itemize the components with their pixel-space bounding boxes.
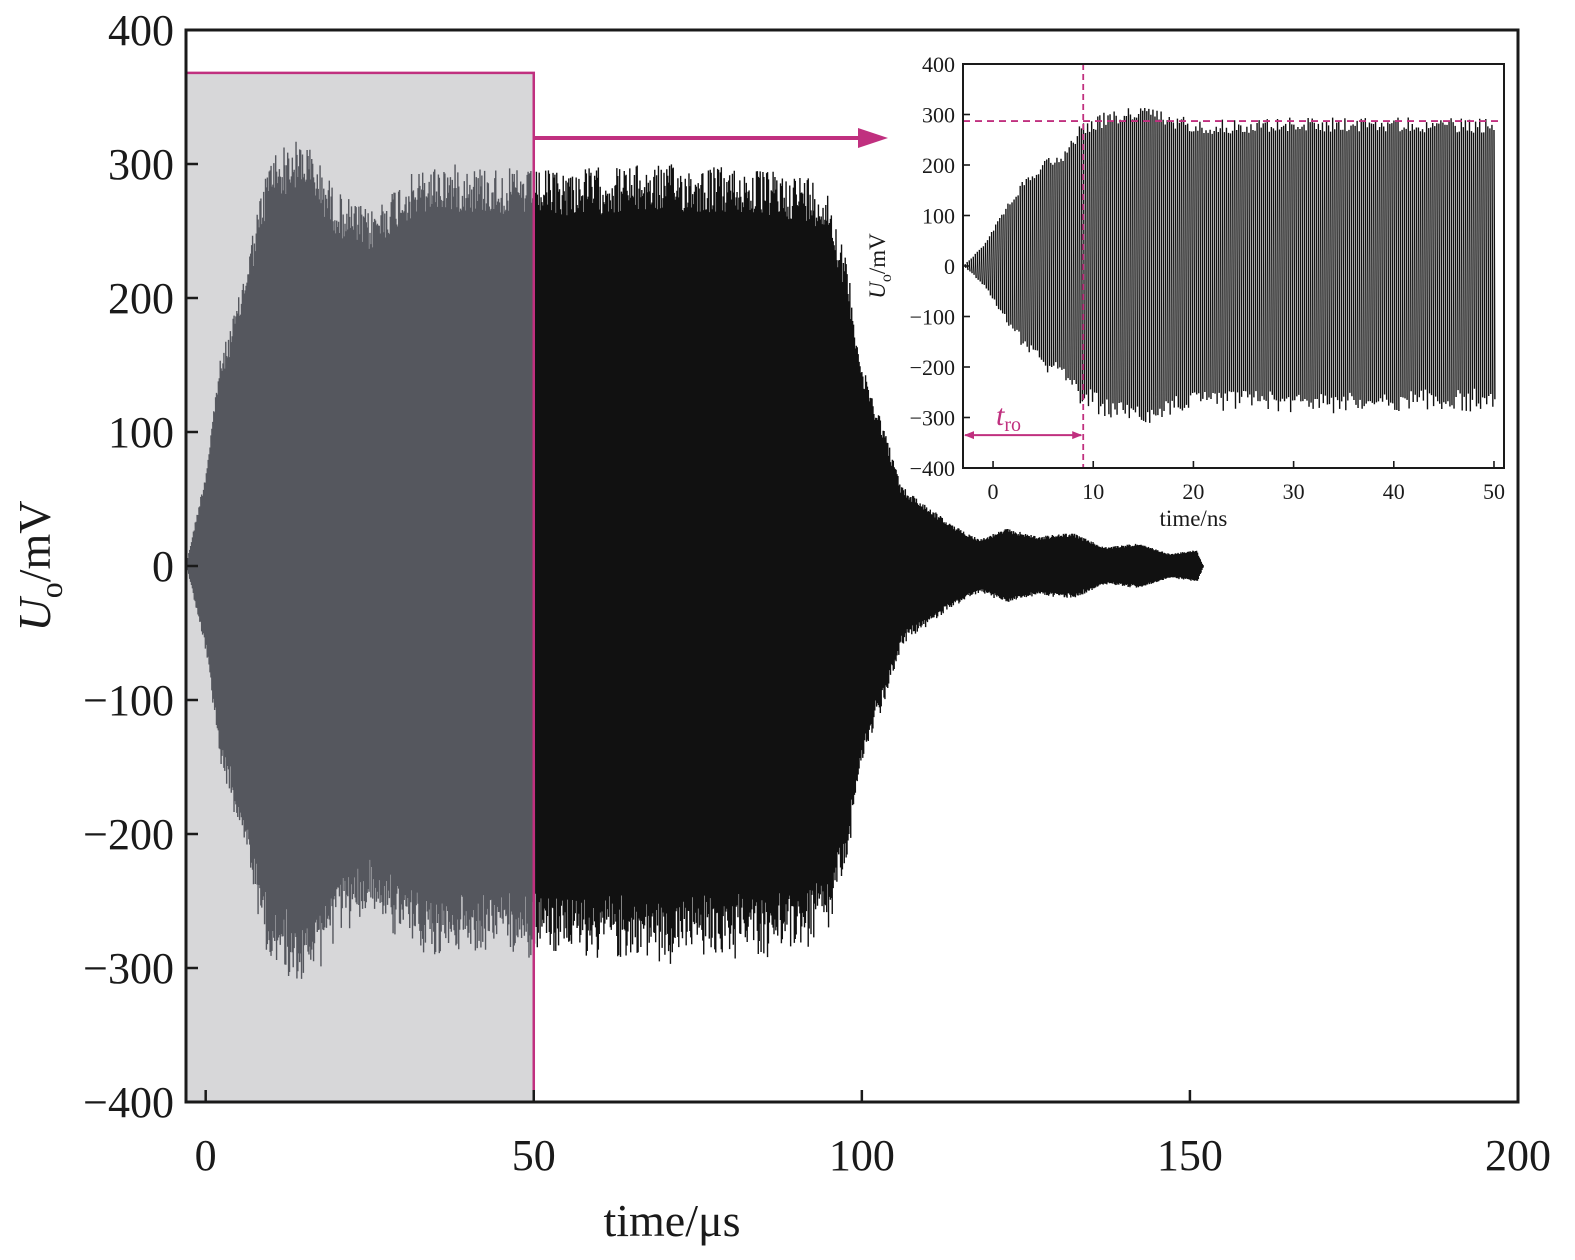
- main-plot: 0 50 100 150 200−400−300−200−100010020030040…: [9, 6, 1551, 1246]
- y-tick-label: 300: [922, 103, 955, 128]
- signal-trace: [533, 164, 1204, 964]
- x-tick-label: 200: [1485, 1131, 1551, 1180]
- x-tick-label: 30: [1283, 479, 1305, 504]
- t-ro-base: t: [996, 399, 1005, 432]
- y-tick-label: 0: [944, 254, 955, 279]
- x-tick-label: 0: [988, 479, 999, 504]
- main-y-label-base: U: [9, 596, 60, 632]
- y-tick-label: −300: [83, 944, 174, 993]
- y-tick-label: 400: [108, 6, 174, 55]
- x-tick-label: 50: [512, 1131, 556, 1180]
- y-tick-label: −100: [910, 305, 955, 330]
- inset-y-axis-label: Uo/mV: [865, 233, 895, 299]
- y-tick-label: 300: [108, 140, 174, 189]
- x-tick-label: 150: [1157, 1131, 1223, 1180]
- main-y-label-sub: o: [33, 582, 69, 598]
- y-tick-label: −400: [83, 1078, 174, 1127]
- y-tick-label: −300: [910, 406, 955, 431]
- x-tick-label: 0: [195, 1131, 217, 1180]
- y-tick-label: −200: [910, 355, 955, 380]
- y-tick-label: 200: [922, 153, 955, 178]
- inset-y-label-unit: /mV: [865, 233, 890, 274]
- y-tick-label: 100: [922, 204, 955, 229]
- y-tick-label: −100: [83, 676, 174, 725]
- y-tick-label: 100: [108, 408, 174, 457]
- main-x-axis-label: time/μs: [603, 1195, 740, 1246]
- t-ro-annotation: tro: [996, 399, 1021, 436]
- inset-x-axis-label: time/ns: [1160, 506, 1228, 531]
- inset-axis-ticks: 0 10 20 30 40 50 −400 −300 −200 −100 0 100 200 300 400: [910, 52, 1505, 504]
- y-tick-label: 400: [922, 52, 955, 77]
- x-tick-label: 100: [829, 1131, 895, 1180]
- x-tick-label: 40: [1383, 479, 1405, 504]
- main-axis-ticks: 0 50 100 150 200−400−300−200−100010020030040…: [83, 6, 1551, 1180]
- x-tick-label: 50: [1483, 479, 1505, 504]
- zoom-arrow-head: [858, 128, 888, 148]
- y-tick-label: 200: [108, 274, 174, 323]
- x-tick-label: 20: [1182, 479, 1204, 504]
- y-tick-label: −400: [910, 456, 955, 481]
- main-y-axis-label: Uo/mV: [9, 500, 69, 631]
- t-ro-arrow-head-left: [964, 431, 974, 440]
- inset-y-label-sub: o: [878, 274, 895, 282]
- inset-plot: tro 0 10 20 30 40 50 −400 −300 −200 −100 0 100 200 30…: [865, 52, 1505, 531]
- y-tick-label: 0: [152, 542, 174, 591]
- y-tick-label: −200: [83, 810, 174, 859]
- inset-y-label-base: U: [865, 281, 890, 299]
- x-tick-label: 10: [1082, 479, 1104, 504]
- main-y-label-unit: /mV: [9, 500, 60, 582]
- t-ro-arrow-head-right: [1072, 431, 1083, 440]
- t-ro-sub: ro: [1004, 414, 1021, 436]
